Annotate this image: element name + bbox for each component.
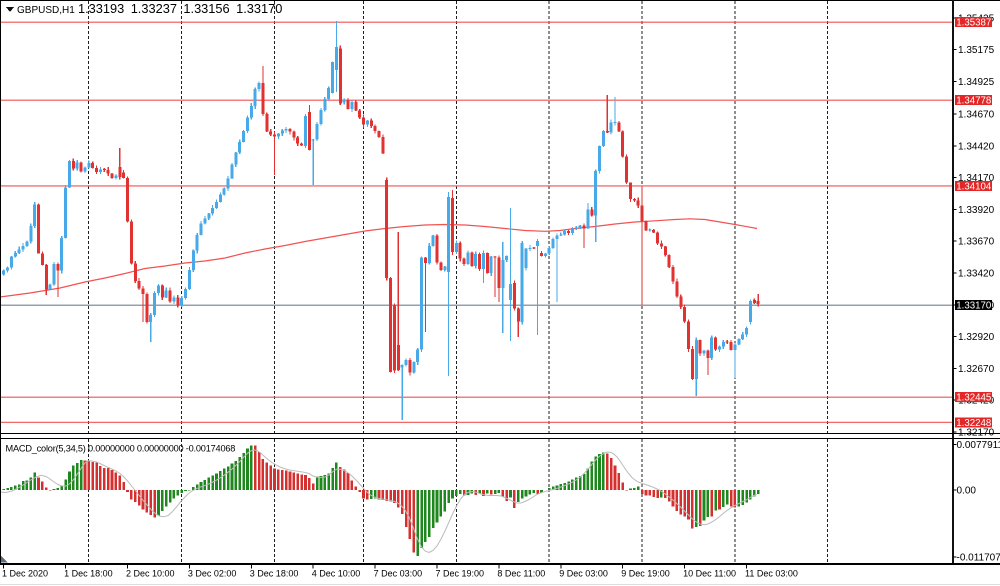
svg-text:1.33670: 1.33670 [958,237,995,248]
svg-text:1.32445: 1.32445 [956,393,991,404]
svg-text:3 Dec 18:00: 3 Dec 18:00 [250,569,299,579]
svg-text:GBPUSD,H1: GBPUSD,H1 [17,5,75,16]
svg-text:1.35387: 1.35387 [956,18,991,29]
svg-text:1.34670: 1.34670 [958,110,995,121]
svg-text:1.34778: 1.34778 [956,96,991,107]
svg-text:1.32248: 1.32248 [956,418,991,429]
svg-text:1 Dec 18:00: 1 Dec 18:00 [64,569,113,579]
svg-text:0.0077911: 0.0077911 [957,440,1000,451]
svg-text:1.35175: 1.35175 [958,45,995,56]
svg-text:10 Dec 11:00: 10 Dec 11:00 [683,569,736,579]
svg-text:1.34170: 1.34170 [958,173,995,184]
svg-text:1.33156: 1.33156 [183,1,229,16]
svg-text:0.00: 0.00 [957,486,977,497]
svg-text:1.32920: 1.32920 [958,332,995,343]
svg-text:9 Dec 03:00: 9 Dec 03:00 [559,569,608,579]
svg-text:7 Dec 19:00: 7 Dec 19:00 [436,569,485,579]
svg-text:4 Dec 10:00: 4 Dec 10:00 [312,569,361,579]
svg-text:1.33170: 1.33170 [236,1,282,16]
svg-text:1.32670: 1.32670 [958,364,995,375]
svg-text:-0.0117070: -0.0117070 [957,553,1000,564]
svg-text:1.34104: 1.34104 [956,181,992,192]
svg-text:9 Dec 19:00: 9 Dec 19:00 [621,569,670,579]
svg-text:1.33920: 1.33920 [958,205,995,216]
svg-text:7 Dec 03:00: 7 Dec 03:00 [374,569,423,579]
svg-text:8 Dec 11:00: 8 Dec 11:00 [497,569,545,579]
svg-text:1.33420: 1.33420 [958,269,995,280]
svg-text:1 Dec 2020: 1 Dec 2020 [2,569,48,579]
svg-text:1.32170: 1.32170 [958,428,995,439]
svg-text:3 Dec 02:00: 3 Dec 02:00 [188,569,237,579]
svg-text:2 Dec 10:00: 2 Dec 10:00 [126,569,175,579]
svg-text:1.33170: 1.33170 [956,300,992,311]
svg-text:1.34925: 1.34925 [958,77,995,88]
svg-text:1.33193: 1.33193 [78,1,124,16]
svg-text:MACD_color(5,34,5) 0.00000000: MACD_color(5,34,5) 0.00000000 0.00000000… [6,444,236,454]
svg-text:11 Dec 03:00: 11 Dec 03:00 [745,569,798,579]
svg-text:1.33237: 1.33237 [131,1,177,16]
svg-text:1.34420: 1.34420 [958,141,995,152]
